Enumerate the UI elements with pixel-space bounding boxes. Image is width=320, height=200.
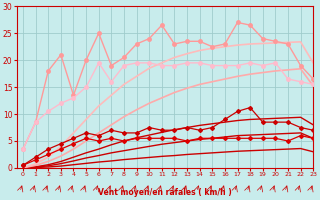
X-axis label: Vent moyen/en rafales ( km/h ): Vent moyen/en rafales ( km/h )	[98, 188, 232, 197]
